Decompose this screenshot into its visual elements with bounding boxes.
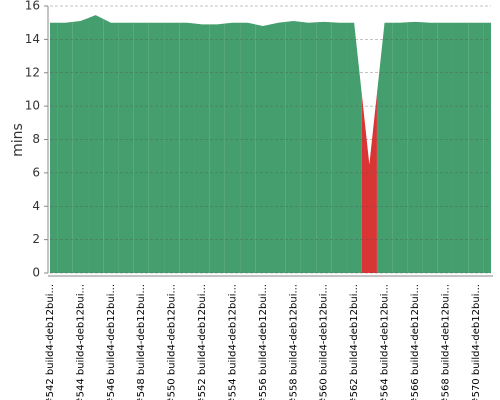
area-segment (346, 22, 362, 273)
y-tick-label: 12 (25, 65, 40, 79)
x-tick-label: #570 build4-deb12bui... (471, 284, 482, 400)
x-tick-label: #566 build4-deb12bui... (410, 284, 421, 400)
y-tick-label: 4 (32, 199, 40, 213)
area-segment (316, 21, 332, 274)
area-segment (118, 22, 134, 273)
y-tick-label: 10 (25, 99, 40, 113)
x-tick-label: #562 build4-deb12bui... (349, 284, 360, 400)
area-segment (361, 93, 377, 273)
area-segment (331, 22, 347, 274)
area-segment (50, 22, 58, 273)
x-tick-label: #546 build4-deb12bui... (106, 284, 117, 400)
area-segment (422, 22, 438, 274)
x-tick-label: #544 build4-deb12bui... (75, 284, 86, 400)
x-tick-label: #542 build4-deb12bui... (45, 284, 56, 400)
x-tick-label: #550 build4-deb12bui... (167, 284, 178, 400)
area-segment (209, 23, 225, 273)
area-segment (452, 22, 469, 273)
y-tick-label: 8 (32, 132, 40, 146)
y-tick-label: 14 (25, 32, 40, 46)
area-segment (468, 22, 484, 273)
area-segment (148, 22, 165, 273)
area-segment (72, 18, 89, 274)
x-tick-label: #568 build4-deb12bui... (440, 284, 451, 400)
x-tick-label: #564 build4-deb12bui... (380, 284, 391, 400)
area-segment (164, 22, 180, 273)
area-segment (270, 21, 286, 274)
area-segment (194, 23, 210, 273)
x-tick-label: #556 build4-deb12bui... (258, 284, 269, 400)
area-segment (103, 18, 119, 273)
area-segment (437, 22, 453, 273)
area-segment (255, 24, 271, 274)
area-segment (285, 21, 301, 273)
area-segment (133, 22, 149, 273)
area-segment (57, 21, 73, 274)
y-tick-label: 6 (32, 165, 40, 179)
area-segment (376, 22, 393, 273)
x-tick-label: #558 build4-deb12bui... (288, 284, 299, 400)
area-segment (224, 22, 241, 273)
x-tick-label: #554 build4-deb12bui... (227, 284, 238, 400)
x-tick-label: #548 build4-deb12bui... (136, 284, 147, 400)
x-tick-label: #552 build4-deb12bui... (197, 284, 208, 400)
area-segment (240, 22, 256, 273)
x-tick-label: #560 build4-deb12bui... (319, 284, 330, 400)
area-segment (179, 22, 195, 273)
area-segment (88, 15, 104, 273)
y-tick-label: 2 (32, 232, 40, 246)
area-segment (300, 21, 317, 274)
y-axis-label: mins (10, 123, 26, 157)
area-segment (407, 21, 423, 274)
area-segment (483, 22, 491, 273)
y-tick-label: 16 (25, 0, 40, 13)
area-segment (392, 22, 408, 274)
y-tick-label: 0 (32, 266, 40, 280)
